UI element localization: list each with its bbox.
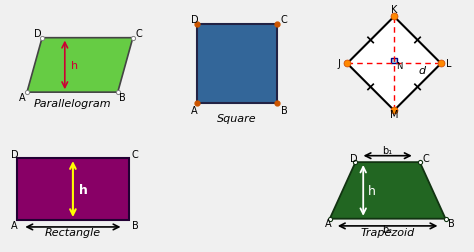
Text: A: A xyxy=(11,220,18,230)
Text: L: L xyxy=(446,59,451,69)
Text: M: M xyxy=(390,109,398,119)
Text: B: B xyxy=(448,218,455,229)
Text: D: D xyxy=(34,29,41,39)
Text: K: K xyxy=(391,5,397,15)
Text: Square: Square xyxy=(217,113,257,123)
Polygon shape xyxy=(17,159,129,220)
Text: Rectangle: Rectangle xyxy=(45,228,101,237)
Text: B: B xyxy=(132,220,138,230)
Text: A: A xyxy=(325,218,331,229)
Text: C: C xyxy=(136,29,142,39)
Text: N: N xyxy=(396,62,402,71)
Text: C: C xyxy=(422,153,429,163)
Text: d: d xyxy=(419,66,426,76)
Text: Parallelogram: Parallelogram xyxy=(34,98,111,108)
Text: h: h xyxy=(368,184,376,197)
Text: h: h xyxy=(71,61,78,71)
Text: D: D xyxy=(191,15,199,25)
Text: B: B xyxy=(281,106,287,115)
Text: B: B xyxy=(119,92,126,102)
Text: b₂: b₂ xyxy=(383,224,392,234)
Polygon shape xyxy=(27,39,133,93)
Text: h: h xyxy=(79,183,87,196)
Text: b₁: b₁ xyxy=(383,146,392,155)
Text: C: C xyxy=(132,149,138,159)
Text: Trapezoid: Trapezoid xyxy=(361,228,415,237)
Text: D: D xyxy=(11,149,19,159)
Polygon shape xyxy=(347,17,441,111)
Text: A: A xyxy=(191,106,198,115)
Text: D: D xyxy=(350,153,358,163)
Text: J: J xyxy=(338,59,341,69)
Text: A: A xyxy=(19,92,26,102)
Polygon shape xyxy=(197,25,277,104)
Polygon shape xyxy=(330,163,446,219)
Text: C: C xyxy=(281,15,287,25)
Bar xyxy=(391,58,397,64)
